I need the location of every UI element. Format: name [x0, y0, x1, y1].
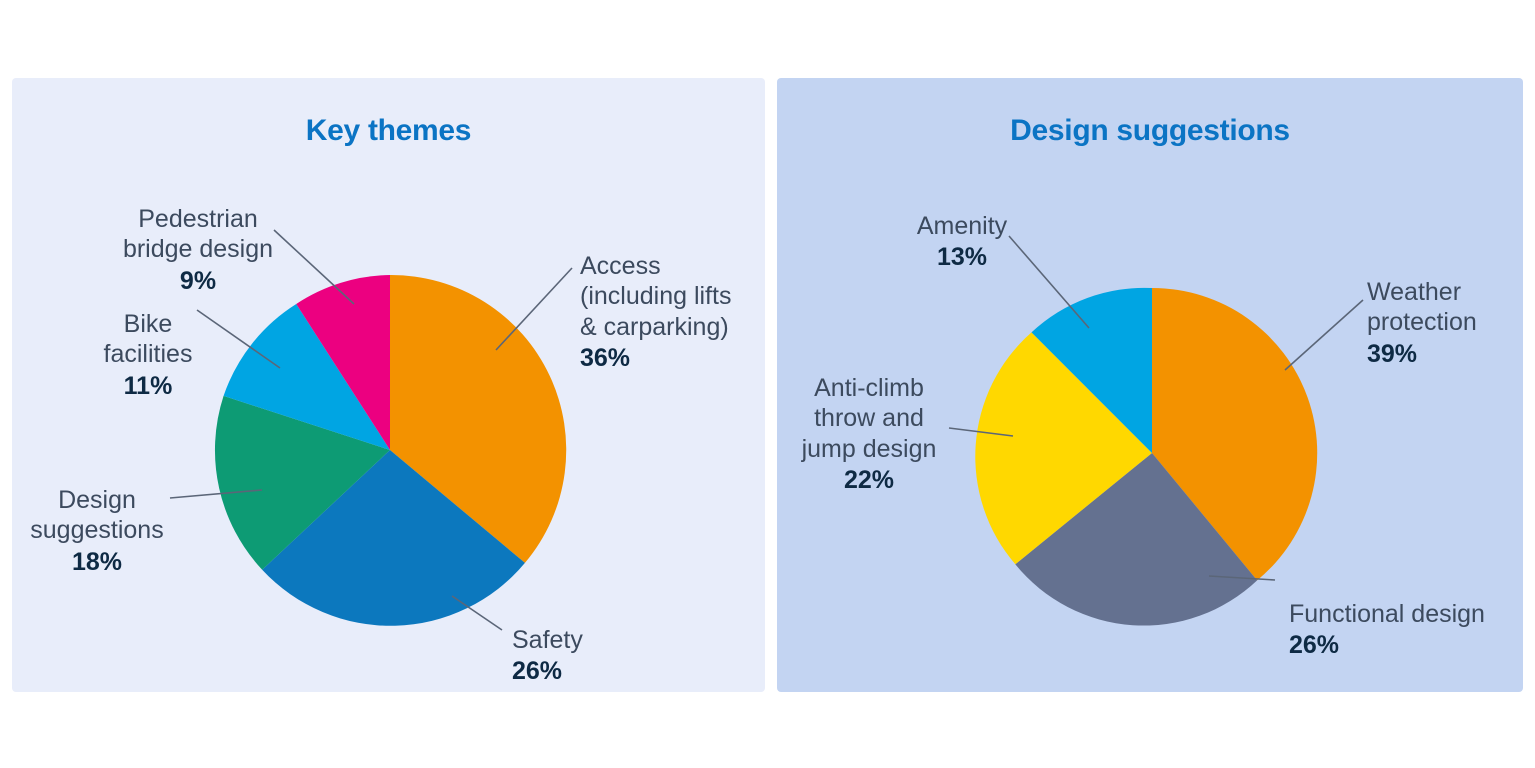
pie-label-value: 39%	[1367, 339, 1418, 368]
pie-chart-design-suggestions	[948, 235, 1364, 626]
pie-slice-amenity	[1031, 287, 1152, 453]
pie-label-text: Functional design	[1289, 599, 1485, 628]
pie-chart-key-themes	[169, 229, 573, 631]
pie-slice-anti-climb	[975, 332, 1152, 565]
leader-line-design	[169, 489, 263, 499]
leader-line-safety	[451, 595, 503, 631]
pie-slice-access	[390, 274, 567, 563]
pie-slice-functional-design	[1015, 453, 1258, 626]
pie-slice-design-suggestions	[214, 395, 390, 570]
pie-label-value: 11%	[123, 371, 173, 400]
pie-label-text: Pedestrian bridge design	[122, 204, 274, 264]
leader-line-anti-climb	[948, 427, 1014, 437]
pie-label-bike-facilities: Bike facilities 11%	[88, 278, 208, 432]
pie-label-text: Weather protection	[1367, 277, 1477, 337]
pie-label-amenity: Amenity 13%	[887, 180, 1037, 303]
pie-label-text: Amenity	[916, 211, 1008, 240]
pie-label-value: 26%	[512, 657, 563, 685]
pie-label-functional-design: Functional design 26%	[1289, 568, 1519, 691]
leader-line-weather	[1284, 299, 1364, 371]
leader-line-pedestrian	[273, 229, 355, 305]
leader-line-bike	[196, 309, 281, 369]
leader-line-access	[495, 267, 573, 351]
leader-line-amenity	[1008, 235, 1090, 329]
chart-panel-design-suggestions: Design suggestions Amenity 13%	[777, 78, 1523, 692]
pie-label-value: 18%	[71, 547, 123, 576]
pie-slice-pedestrian-bridge-design	[296, 275, 390, 450]
pie-label-design-suggestions: Design suggestions 18%	[22, 454, 172, 608]
leader-line-functional	[1208, 575, 1276, 581]
pie-label-value: 9%	[179, 266, 217, 295]
pie-slice-safety	[262, 450, 525, 626]
pie-label-value: 22%	[843, 466, 895, 494]
pie-label-text: Anti-climb throw and jump design	[801, 373, 937, 463]
pie-slice-weather-protection	[1152, 287, 1318, 581]
pie-label-text: Access (including lifts & carparking)	[580, 251, 732, 341]
pie-label-pedestrian-bridge-design: Pedestrian bridge design 9%	[108, 173, 288, 327]
pie-label-weather-protection: Weather protection 39%	[1367, 246, 1527, 400]
pie-label-value: 13%	[936, 243, 988, 271]
pie-label-text: Bike facilities	[103, 309, 193, 369]
pie-label-value: 36%	[580, 344, 631, 372]
pie-label-text: Design suggestions	[30, 485, 164, 545]
pie-label-anti-climb-throw-and-jump-design: Anti-climb throw and jump design 22%	[789, 342, 949, 526]
pie-label-safety: Safety 26%	[512, 594, 672, 717]
pie-label-value: 26%	[1289, 631, 1340, 659]
chart-panel-key-themes: Key themes Pedestrian bridge	[12, 78, 765, 692]
leader-lines	[948, 235, 1364, 581]
pie-label-text: Safety	[512, 625, 583, 654]
chart-title-design-suggestions: Design suggestions	[1010, 114, 1290, 147]
chart-title-key-themes: Key themes	[305, 114, 472, 147]
pie-slice-bike-facilities	[223, 304, 390, 450]
pie-label-access: Access (including lifts & carparking) 36…	[580, 220, 770, 404]
leader-lines	[169, 229, 573, 631]
